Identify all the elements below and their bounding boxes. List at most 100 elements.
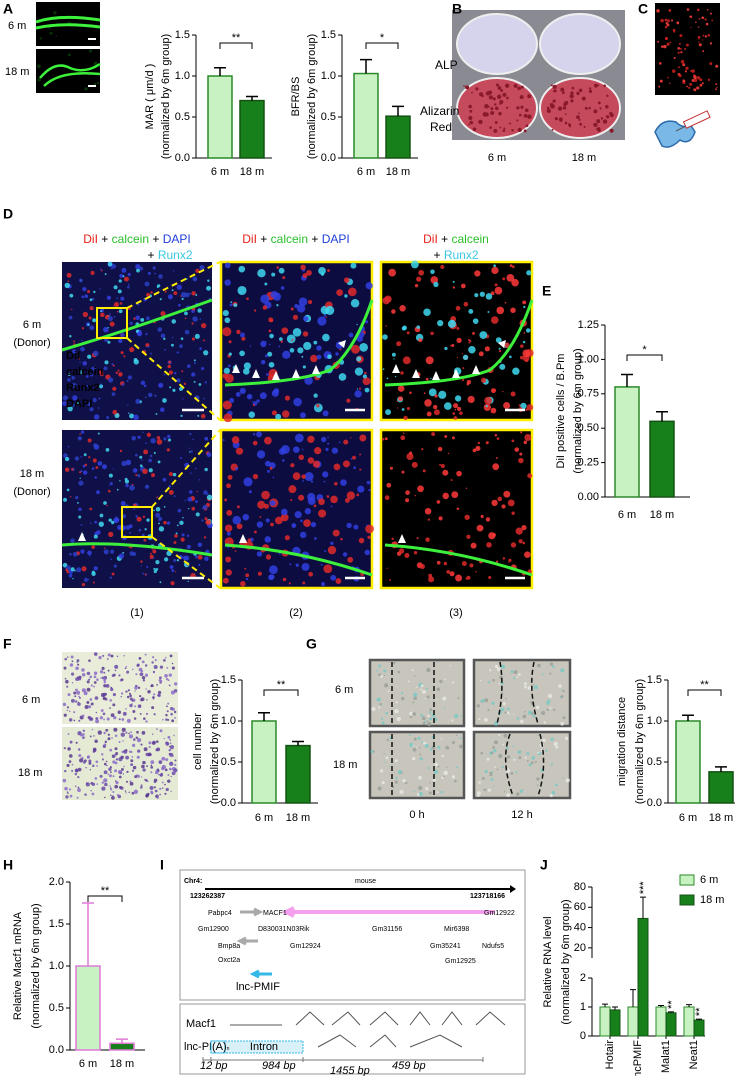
texture-dot <box>522 300 527 305</box>
texture-dot <box>152 266 156 270</box>
texture-dot <box>163 373 166 376</box>
x-tick-label: 6 m <box>79 1058 97 1070</box>
y-tick-label: 1.0 <box>49 960 64 972</box>
texture-dot <box>199 318 202 320</box>
texture-dot <box>101 786 106 791</box>
micrograph <box>368 730 466 800</box>
texture-dot <box>92 297 95 301</box>
texture-dot <box>120 296 125 301</box>
texture-dot <box>72 395 78 401</box>
texture-dot <box>502 743 505 746</box>
texture-dot <box>126 695 130 699</box>
texture-dot <box>108 473 113 478</box>
x-tick-label: 6 m <box>211 166 229 178</box>
texture-dot <box>110 686 113 689</box>
texture-dot <box>505 106 509 109</box>
panel-letter: B <box>452 1 462 17</box>
texture-dot <box>66 763 70 767</box>
texture-dot <box>170 790 172 793</box>
error-bar <box>116 1038 128 1044</box>
texture-dot <box>370 749 374 754</box>
texture-dot <box>103 680 107 684</box>
texture-dot <box>496 457 498 459</box>
texture-dot <box>165 678 169 681</box>
texture-dot <box>65 679 69 684</box>
texture-dot <box>455 574 463 582</box>
micrograph <box>219 428 374 590</box>
texture-dot <box>330 574 337 581</box>
texture-dot <box>324 550 327 553</box>
texture-dot <box>410 260 419 269</box>
texture-dot <box>115 758 119 761</box>
texture-dot <box>111 264 117 269</box>
texture-dot <box>679 34 683 38</box>
texture-dot <box>115 781 119 785</box>
texture-dot <box>77 775 80 779</box>
texture-dot <box>149 785 154 791</box>
texture-dot <box>173 734 175 737</box>
texture-dot <box>155 412 158 415</box>
texture-dot <box>118 785 122 789</box>
texture-dot <box>127 460 131 464</box>
texture-dot <box>150 791 154 795</box>
texture-dot <box>418 792 423 796</box>
texture-dot <box>424 399 432 407</box>
texture-dot <box>143 384 147 388</box>
texture-dot <box>142 468 148 475</box>
texture-dot <box>497 496 503 502</box>
texture-dot <box>709 12 712 15</box>
texture-dot <box>454 395 462 402</box>
texture-dot <box>411 668 414 672</box>
texture-dot <box>129 703 133 708</box>
texture-dot <box>173 558 177 562</box>
texture-dot <box>167 679 170 681</box>
texture-dot <box>531 756 536 760</box>
texture-dot <box>107 327 109 329</box>
texture-dot <box>260 294 270 304</box>
texture-dot <box>169 761 174 766</box>
texture-dot <box>109 699 112 702</box>
texture-dot <box>84 87 88 91</box>
texture-dot <box>173 541 177 544</box>
texture-dot <box>426 667 431 673</box>
texture-dot <box>522 340 526 344</box>
texture-dot <box>65 568 69 572</box>
texture-dot <box>693 88 697 92</box>
bar <box>385 115 411 159</box>
texture-dot <box>483 717 488 722</box>
row-label: 18 m <box>5 66 29 78</box>
texture-dot <box>243 477 253 487</box>
y-axis-label: MAR ( μm/d ) <box>144 64 156 130</box>
texture-dot <box>146 765 148 767</box>
texture-dot <box>67 373 71 376</box>
texture-dot <box>492 746 495 749</box>
texture-dot <box>140 786 143 789</box>
y-axis-label: DiI positive cells / B.Pm <box>555 354 567 469</box>
texture-dot <box>64 467 70 472</box>
texture-dot <box>467 395 475 404</box>
texture-dot <box>684 48 686 50</box>
texture-dot <box>129 781 134 786</box>
texture-dot <box>37 77 41 82</box>
zoom-line <box>126 261 221 589</box>
texture-dot <box>498 753 503 759</box>
channel-label: DiI <box>66 350 80 362</box>
texture-dot <box>438 390 447 399</box>
texture-dot <box>146 432 152 437</box>
texture-dot <box>88 759 92 763</box>
texture-dot <box>485 91 491 96</box>
texture-dot <box>173 291 178 296</box>
texture-dot <box>173 768 178 773</box>
stain-word: DAPI <box>322 232 350 246</box>
texture-dot <box>106 764 108 767</box>
texture-dot <box>71 660 74 663</box>
bar <box>614 386 640 498</box>
texture-dot <box>101 676 104 680</box>
texture-dot <box>659 79 663 83</box>
legend-swatch <box>679 894 695 906</box>
texture-dot <box>143 747 148 752</box>
texture-dot <box>413 790 416 793</box>
texture-dot <box>120 732 126 737</box>
texture-dot <box>278 552 281 555</box>
texture-dot <box>81 327 85 330</box>
